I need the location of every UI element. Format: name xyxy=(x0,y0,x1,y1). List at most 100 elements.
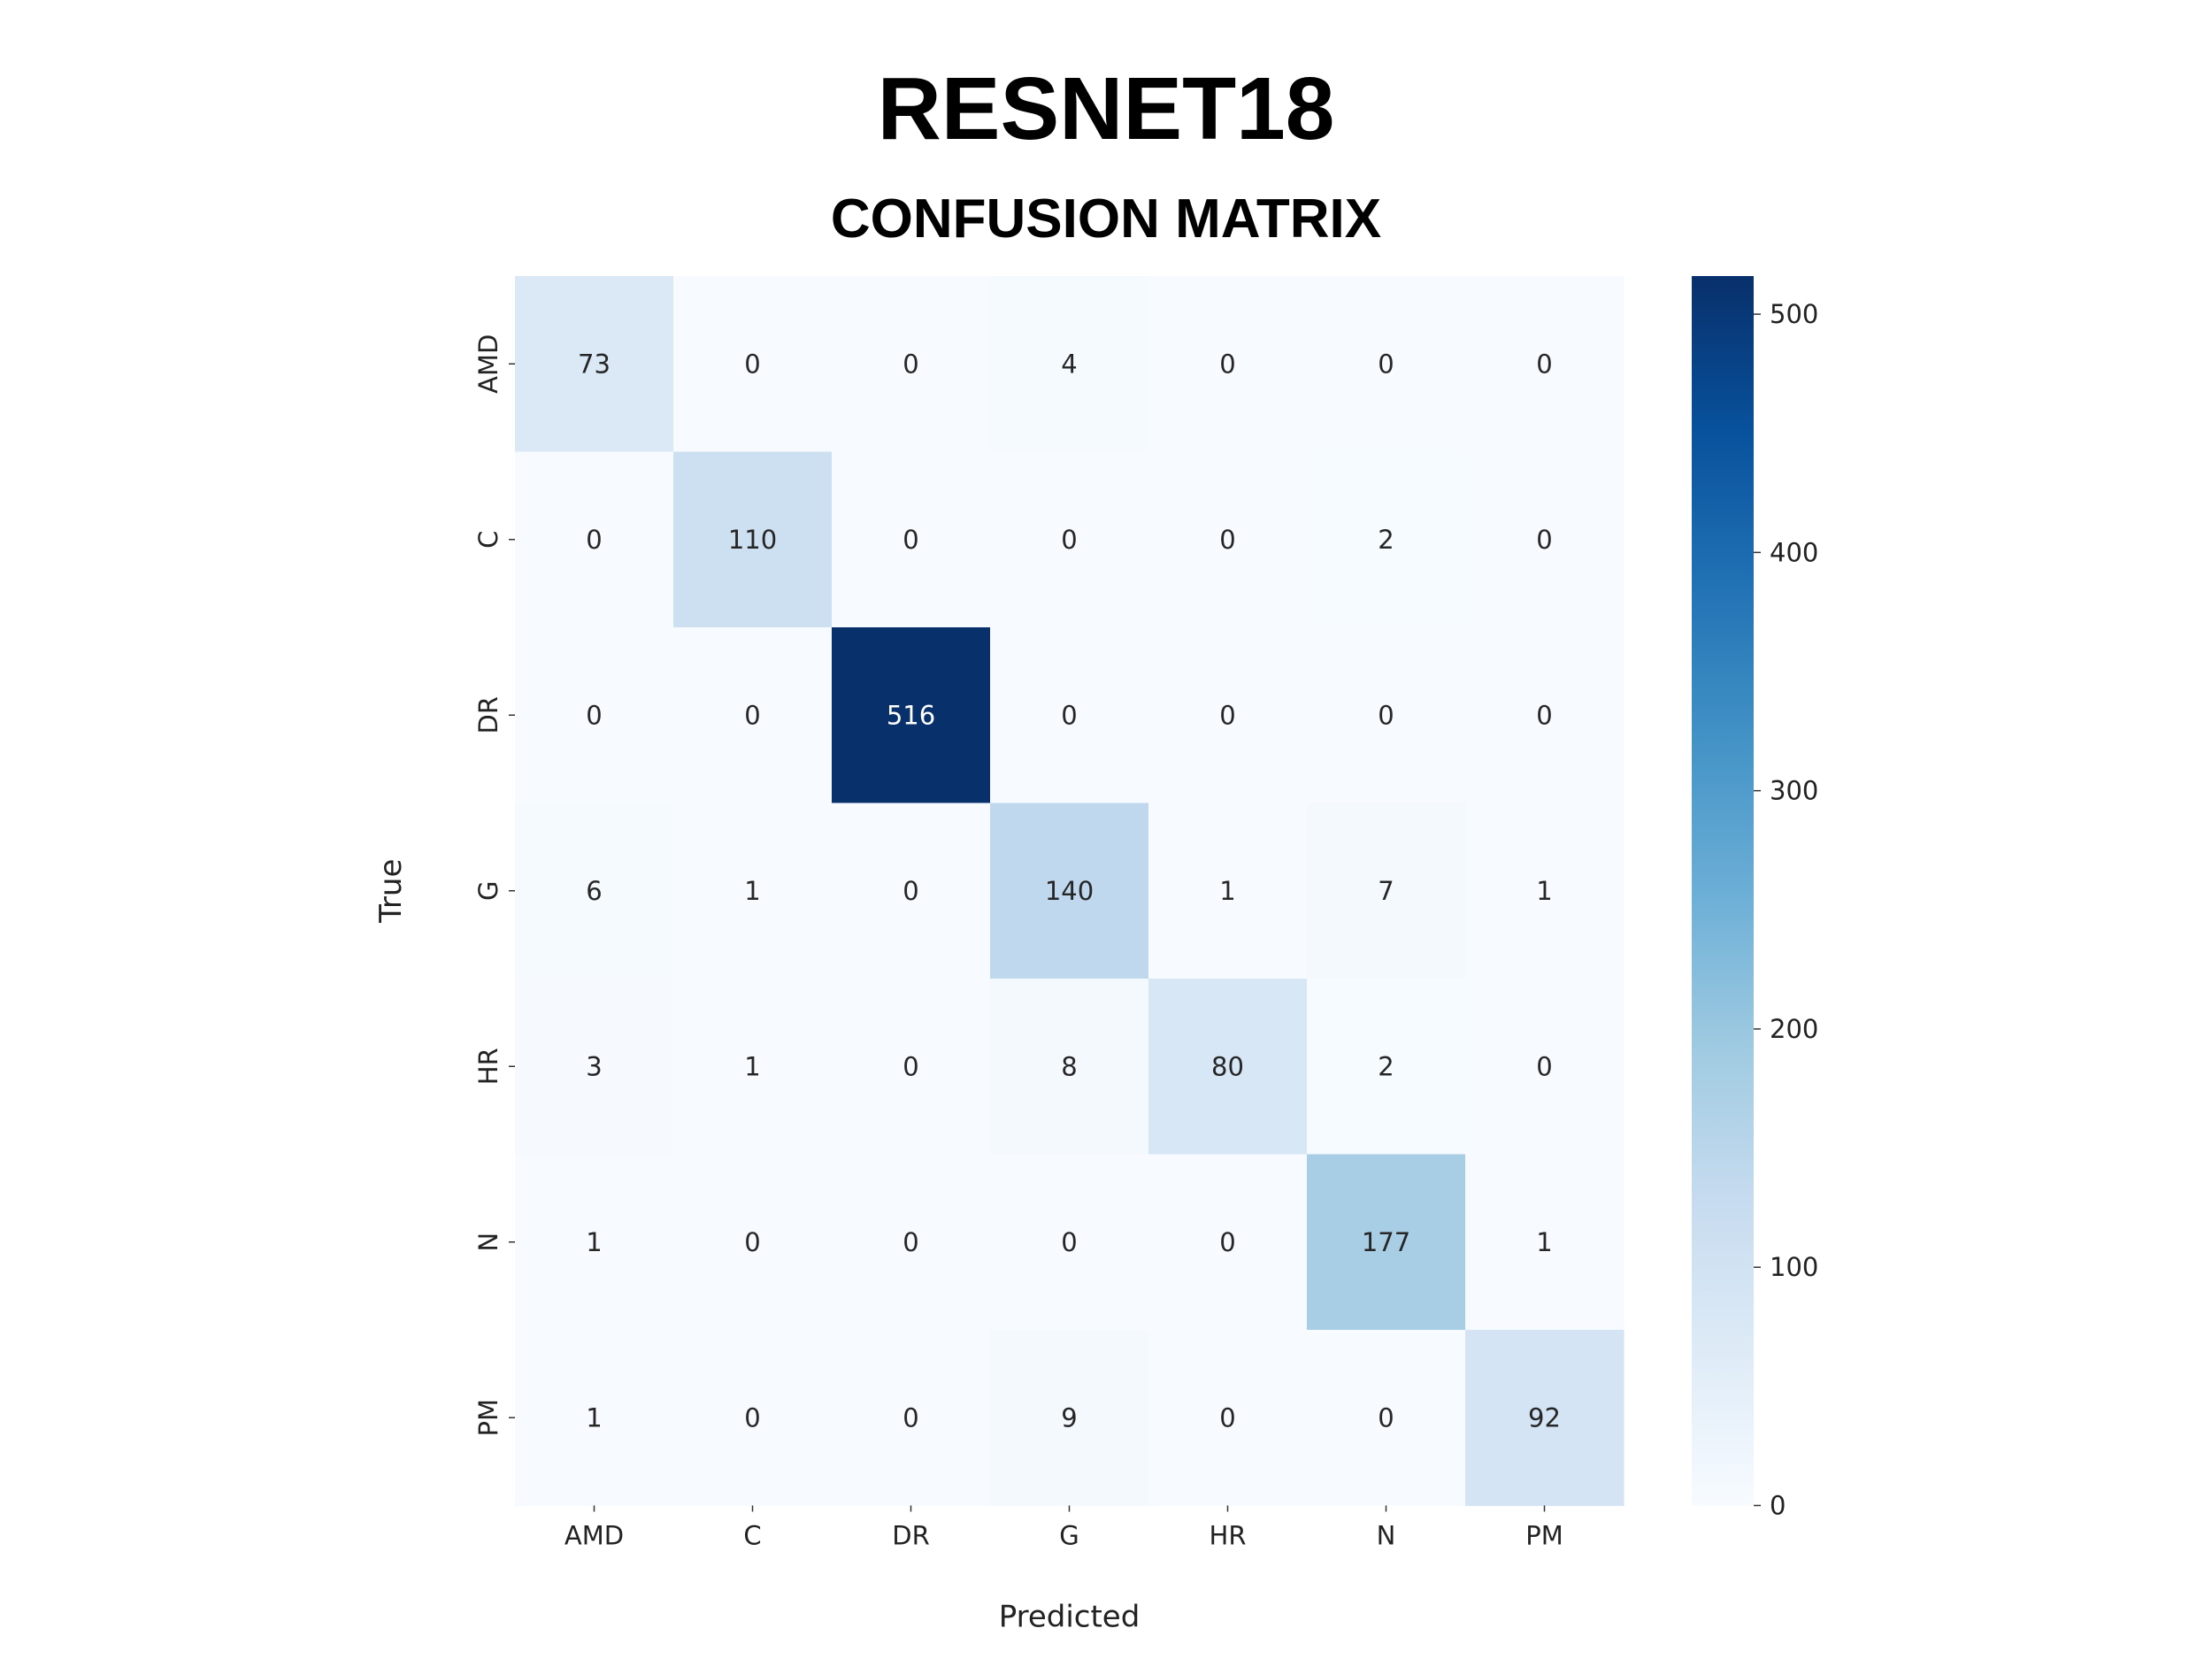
cell-value-G-HR: 1 xyxy=(1219,876,1235,906)
cell-value-AMD-C: 0 xyxy=(744,349,760,379)
heatmap-cell-DR-HR xyxy=(1148,627,1308,804)
y-tick-label-AMD: AMD xyxy=(473,334,503,394)
cell-value-DR-AMD: 0 xyxy=(586,700,602,730)
heatmap-cell-PM-AMD xyxy=(515,1330,674,1507)
x-tick-label-C: C xyxy=(743,1521,761,1551)
heatmap-cell-N-AMD xyxy=(515,1154,674,1331)
heatmap-cell-DR-N xyxy=(1307,627,1466,804)
heatmap-cell-N-C xyxy=(673,1154,833,1331)
cell-value-G-AMD: 6 xyxy=(586,876,602,906)
x-axis-ticks: AMD C DR G HR N PM xyxy=(565,1505,1563,1551)
colorbar-tick-label-0: 0 xyxy=(1770,1491,1786,1521)
cell-value-HR-G: 8 xyxy=(1061,1051,1077,1081)
cell-value-C-PM: 0 xyxy=(1536,525,1552,555)
heatmap-cell-DR-PM xyxy=(1465,627,1624,804)
heatmap-cell-N-HR xyxy=(1148,1154,1308,1331)
cell-value-N-AMD: 1 xyxy=(586,1227,602,1257)
heatmap-cell-HR-N xyxy=(1307,979,1466,1156)
x-tick-label-N: N xyxy=(1377,1521,1396,1551)
cell-value-PM-G: 9 xyxy=(1061,1402,1077,1432)
cell-value-HR-C: 1 xyxy=(744,1051,760,1081)
heatmap-cell-N-PM xyxy=(1465,1154,1624,1331)
cell-value-DR-G: 0 xyxy=(1061,700,1077,730)
heatmap-cell-C-HR xyxy=(1148,451,1308,628)
cell-value-G-C: 1 xyxy=(744,876,760,906)
heatmap-cell-C-DR xyxy=(832,451,991,628)
cell-value-HR-N: 2 xyxy=(1378,1051,1394,1081)
cell-value-N-PM: 1 xyxy=(1536,1227,1552,1257)
y-tick-label-PM: PM xyxy=(473,1399,503,1437)
cell-value-AMD-PM: 0 xyxy=(1536,349,1552,379)
cell-value-DR-N: 0 xyxy=(1378,700,1394,730)
cell-value-G-PM: 1 xyxy=(1536,876,1552,906)
cell-value-HR-AMD: 3 xyxy=(586,1051,602,1081)
heatmap-cell-AMD-DR xyxy=(832,276,991,453)
colorbar-tick-label-400: 400 xyxy=(1770,537,1818,567)
heatmap-cell-C-G xyxy=(990,451,1149,628)
heatmap-cell-C-PM xyxy=(1465,451,1624,628)
cell-value-HR-DR: 0 xyxy=(902,1051,918,1081)
cell-value-DR-HR: 0 xyxy=(1219,700,1235,730)
cell-value-N-N: 177 xyxy=(1362,1227,1410,1257)
heatmap-cell-PM-DR xyxy=(832,1330,991,1507)
heatmap-cell-PM-N xyxy=(1307,1330,1466,1507)
cell-value-C-HR: 0 xyxy=(1219,525,1235,555)
x-axis-title: Predicted xyxy=(999,1600,1141,1635)
heatmap-cells xyxy=(515,276,1624,1507)
cell-value-N-HR: 0 xyxy=(1219,1227,1235,1257)
cell-value-DR-DR: 516 xyxy=(887,700,935,730)
heatmap-cell-HR-AMD xyxy=(515,979,674,1156)
colorbar-tick-label-100: 100 xyxy=(1770,1252,1818,1282)
heatmap-cell-G-AMD xyxy=(515,803,674,979)
page-title: RESNET18 xyxy=(877,59,1335,158)
heatmap-cell-AMD-G xyxy=(990,276,1149,453)
cell-value-G-DR: 0 xyxy=(902,876,918,906)
heatmap-cell-HR-G xyxy=(990,979,1149,1156)
cell-value-HR-PM: 0 xyxy=(1536,1051,1552,1081)
cell-value-C-AMD: 0 xyxy=(586,525,602,555)
heatmap-cell-PM-PM xyxy=(1465,1330,1624,1507)
heatmap-cell-G-N xyxy=(1307,803,1466,979)
cell-value-AMD-G: 4 xyxy=(1061,349,1077,379)
heatmap-cell-HR-PM xyxy=(1465,979,1624,1156)
cell-value-N-C: 0 xyxy=(744,1227,760,1257)
y-tick-label-DR: DR xyxy=(473,696,503,733)
cell-value-labels: 73 0 0 4 0 0 00 110 0 0 0 2 00 0 516 0 0 0 06 1 0 140 1 7 13 1 0 8 8… xyxy=(578,349,1561,1432)
cell-value-PM-AMD: 1 xyxy=(586,1402,602,1432)
heatmap-cell-G-DR xyxy=(832,803,991,979)
colorbar-gradient xyxy=(1692,276,1754,1506)
heatmap-cell-PM-G xyxy=(990,1330,1149,1507)
cell-value-C-N: 2 xyxy=(1378,525,1394,555)
heatmap-cell-DR-AMD xyxy=(515,627,674,804)
heatmap-cell-G-G xyxy=(990,803,1149,979)
heatmap-cell-AMD-C xyxy=(673,276,833,453)
x-tick-label-G: G xyxy=(1059,1521,1079,1551)
heatmap-cell-C-C xyxy=(673,451,833,628)
heatmap-cell-AMD-N xyxy=(1307,276,1466,453)
heatmap-cell-PM-C xyxy=(673,1330,833,1507)
heatmap-cell-C-AMD xyxy=(515,451,674,628)
x-tick-label-HR: HR xyxy=(1210,1521,1247,1551)
heatmap-cell-HR-DR xyxy=(832,979,991,1156)
y-axis-title: True xyxy=(373,859,409,924)
x-tick-label-PM: PM xyxy=(1525,1521,1563,1551)
heatmap-cell-G-HR xyxy=(1148,803,1308,979)
cell-value-PM-HR: 0 xyxy=(1219,1402,1235,1432)
cell-value-PM-PM: 92 xyxy=(1528,1402,1561,1432)
heatmap-cell-HR-HR xyxy=(1148,979,1308,1156)
heatmap-cell-C-N xyxy=(1307,451,1466,628)
heatmap-cell-AMD-AMD xyxy=(515,276,674,453)
cell-value-HR-HR: 80 xyxy=(1211,1051,1244,1081)
cell-value-N-G: 0 xyxy=(1061,1227,1077,1257)
colorbar: 0 100 200 300 400 500 xyxy=(1692,276,1818,1521)
y-tick-label-C: C xyxy=(473,531,503,549)
heatmap-cell-DR-DR xyxy=(832,627,991,804)
heatmap-cell-DR-G xyxy=(990,627,1149,804)
heatmap-cell-G-PM xyxy=(1465,803,1624,979)
colorbar-tick-label-300: 300 xyxy=(1770,776,1818,806)
cell-value-AMD-DR: 0 xyxy=(902,349,918,379)
heatmap-cell-DR-C xyxy=(673,627,833,804)
heatmap-cell-G-C xyxy=(673,803,833,979)
y-tick-label-HR: HR xyxy=(473,1048,503,1085)
cell-value-G-G: 140 xyxy=(1045,876,1094,906)
